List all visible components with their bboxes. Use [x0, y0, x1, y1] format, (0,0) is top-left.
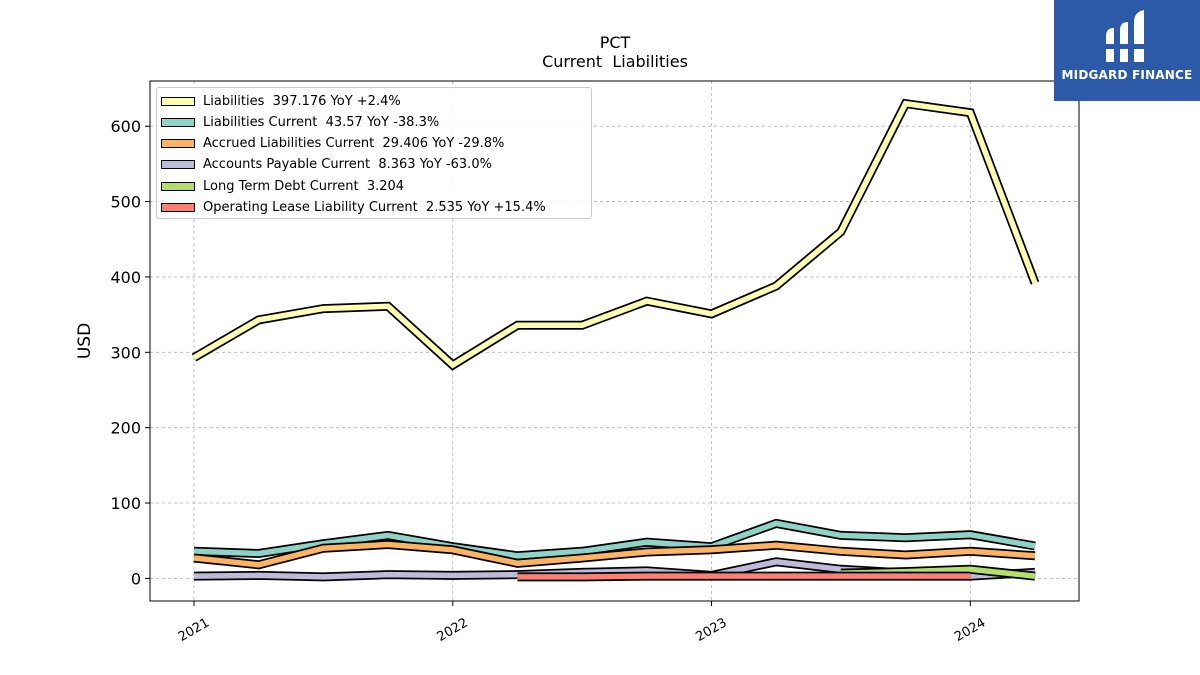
legend-item: Long Term Debt Current 3.204 [161, 176, 404, 196]
y-ticks: 0 100 200 300 400 500 600 [110, 117, 150, 588]
legend-label: Accounts Payable Current 8.363 YoY -63.0… [203, 157, 492, 173]
legend-swatch [161, 139, 195, 149]
legend-label: Liabilities 397.176 YoY +2.4% [203, 93, 401, 109]
chart-title: PCT [600, 33, 631, 52]
series-line-liabilities-current [193, 520, 1036, 559]
x-tick-label: 2023 [693, 615, 729, 645]
legend-item: Liabilities Current 43.57 YoY -38.3% [161, 112, 439, 132]
plot-frame [149, 80, 1080, 602]
grid [150, 81, 1079, 601]
y-tick-label: 200 [110, 419, 141, 438]
series-line-operating-lease-liability-current [517, 573, 971, 580]
series-lines [191, 98, 1040, 582]
y-tick-label: 100 [110, 494, 141, 513]
y-tick-label: 0 [131, 569, 141, 588]
y-axis-label: USD [75, 323, 95, 359]
chart-subtitle: Current Liabilities [542, 52, 688, 71]
legend-label: Operating Lease Liability Current 2.535 … [203, 200, 546, 215]
series-line-liabilities [192, 100, 1038, 369]
series-line-accrued-liabilities-current [193, 541, 1036, 568]
legend-label: Long Term Debt Current 3.204 [203, 178, 405, 194]
legend-swatch [161, 160, 195, 170]
legend-swatch [161, 203, 195, 212]
legend-swatch [161, 117, 195, 127]
legend-swatch [161, 181, 195, 191]
y-tick-label: 500 [110, 193, 141, 212]
legend-label: Accrued Liabilities Current 29.406 YoY -… [203, 136, 505, 152]
x-ticks: 2021 2022 2023 2024 [176, 601, 988, 645]
x-tick-label: 2024 [952, 615, 988, 645]
legend-item: Accounts Payable Current 8.363 YoY -63.0… [161, 155, 492, 175]
legend-item: Operating Lease Liability Current 2.535 … [161, 198, 546, 218]
midgard-finance-logo: MIDGARD FINANCE [1054, 0, 1200, 101]
y-tick-label: 400 [110, 268, 141, 287]
chart-legend: Liabilities 397.176 YoY +2.4% Liabilities… [156, 87, 592, 219]
x-tick-label: 2022 [435, 615, 471, 645]
logo-text: MIDGARD FINANCE [1061, 68, 1193, 82]
legend-item: Accrued Liabilities Current 29.406 YoY -… [161, 134, 504, 154]
x-tick-label: 2021 [176, 615, 212, 645]
midgard-logo-icon [1104, 10, 1148, 62]
legend-swatch [161, 96, 195, 106]
legend-label: Liabilities Current 43.57 YoY -38.3% [203, 114, 440, 130]
y-tick-label: 300 [110, 343, 141, 362]
y-tick-label: 600 [110, 117, 141, 136]
legend-item: Liabilities 397.176 YoY +2.4% [161, 91, 401, 111]
